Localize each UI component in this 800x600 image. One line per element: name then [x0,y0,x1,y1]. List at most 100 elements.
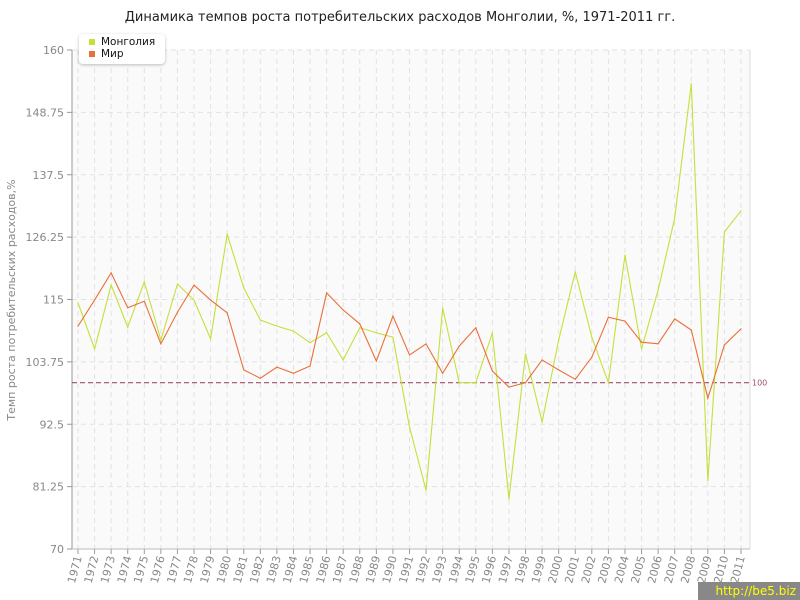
data-point [127,326,129,328]
legend-swatch [89,39,95,45]
y-axis-label: Темп роста потребительских расходов,% [5,179,18,421]
data-point [210,299,212,301]
data-point [624,254,626,256]
data-point [110,272,112,274]
data-point [326,292,328,294]
data-point [193,299,195,301]
chart-title: Динамика темпов роста потребительских ра… [124,10,676,25]
data-point [276,366,278,368]
data-point [425,343,427,345]
data-point [574,378,576,380]
data-point [292,330,295,332]
data-point [226,312,228,314]
data-point [326,332,328,334]
data-point [359,327,361,329]
data-point [740,210,742,212]
data-point [243,287,245,289]
data-point [342,359,344,361]
data-point [408,426,411,428]
data-point [425,489,427,491]
data-point [127,307,129,309]
legend-swatch [89,51,95,57]
data-point [259,319,261,321]
data-point [690,329,692,331]
data-point [690,83,692,85]
data-point [674,217,676,219]
data-point [508,386,510,388]
data-point [442,372,444,374]
data-point [176,311,179,313]
data-point [77,325,79,327]
legend-item-world[interactable]: Мир [89,48,165,60]
data-point [657,289,659,291]
legend-item-mongolia[interactable]: Монголия [89,36,165,48]
data-point [408,354,411,356]
data-point [359,323,361,325]
data-point [292,372,295,374]
x-tick-label: 2011 [728,554,748,584]
data-point [707,397,709,399]
data-point [143,300,145,302]
data-point [475,382,477,384]
y-tick-label: 126.25 [26,231,65,244]
y-tick-label: 160 [43,44,64,57]
data-point [176,283,179,285]
data-point [93,299,96,301]
legend-label: Монголия [101,36,156,48]
data-point [508,498,510,500]
data-point [375,332,377,334]
y-tick-label: 103.75 [26,356,65,369]
data-point [491,370,493,372]
data-point [342,309,344,311]
data-point [226,233,228,235]
data-point [574,271,576,273]
data-point [707,480,709,482]
data-point [210,338,212,340]
data-point [77,302,79,304]
data-point [193,284,195,286]
data-point [93,348,96,350]
reference-line-label: 100 [752,379,767,388]
data-point [259,377,261,379]
data-point [674,318,676,320]
data-point [524,353,527,355]
y-tick-label: 70 [50,543,64,556]
data-point [160,343,162,345]
y-tick-label: 115 [43,294,64,307]
data-point [309,365,311,367]
data-point [309,342,311,344]
data-point [475,327,477,329]
data-point [458,382,460,384]
data-point [607,316,610,318]
data-point [607,382,610,384]
data-point [541,421,543,423]
data-point [657,343,659,345]
y-tick-label: 92.5 [40,418,65,431]
data-point [392,315,394,317]
data-point [243,369,245,371]
data-point [160,339,162,341]
data-point [640,348,643,350]
data-point [591,336,593,338]
data-point [110,284,112,286]
data-point [143,281,145,283]
legend-label: Мир [101,48,124,60]
data-point [558,339,560,341]
data-point [392,336,394,338]
data-point [591,356,593,358]
data-point [541,359,543,361]
y-tick-label: 137.5 [33,169,65,182]
data-point [624,320,626,322]
legend: Монголия Мир [79,34,165,64]
data-point [491,332,493,334]
y-tick-label: 148.75 [26,106,65,119]
data-point [375,360,377,362]
data-point [442,307,444,309]
data-point [740,328,742,330]
watermark: http://be5.biz [698,582,800,600]
data-point [640,341,643,343]
data-point [723,344,726,346]
data-point [558,369,560,371]
